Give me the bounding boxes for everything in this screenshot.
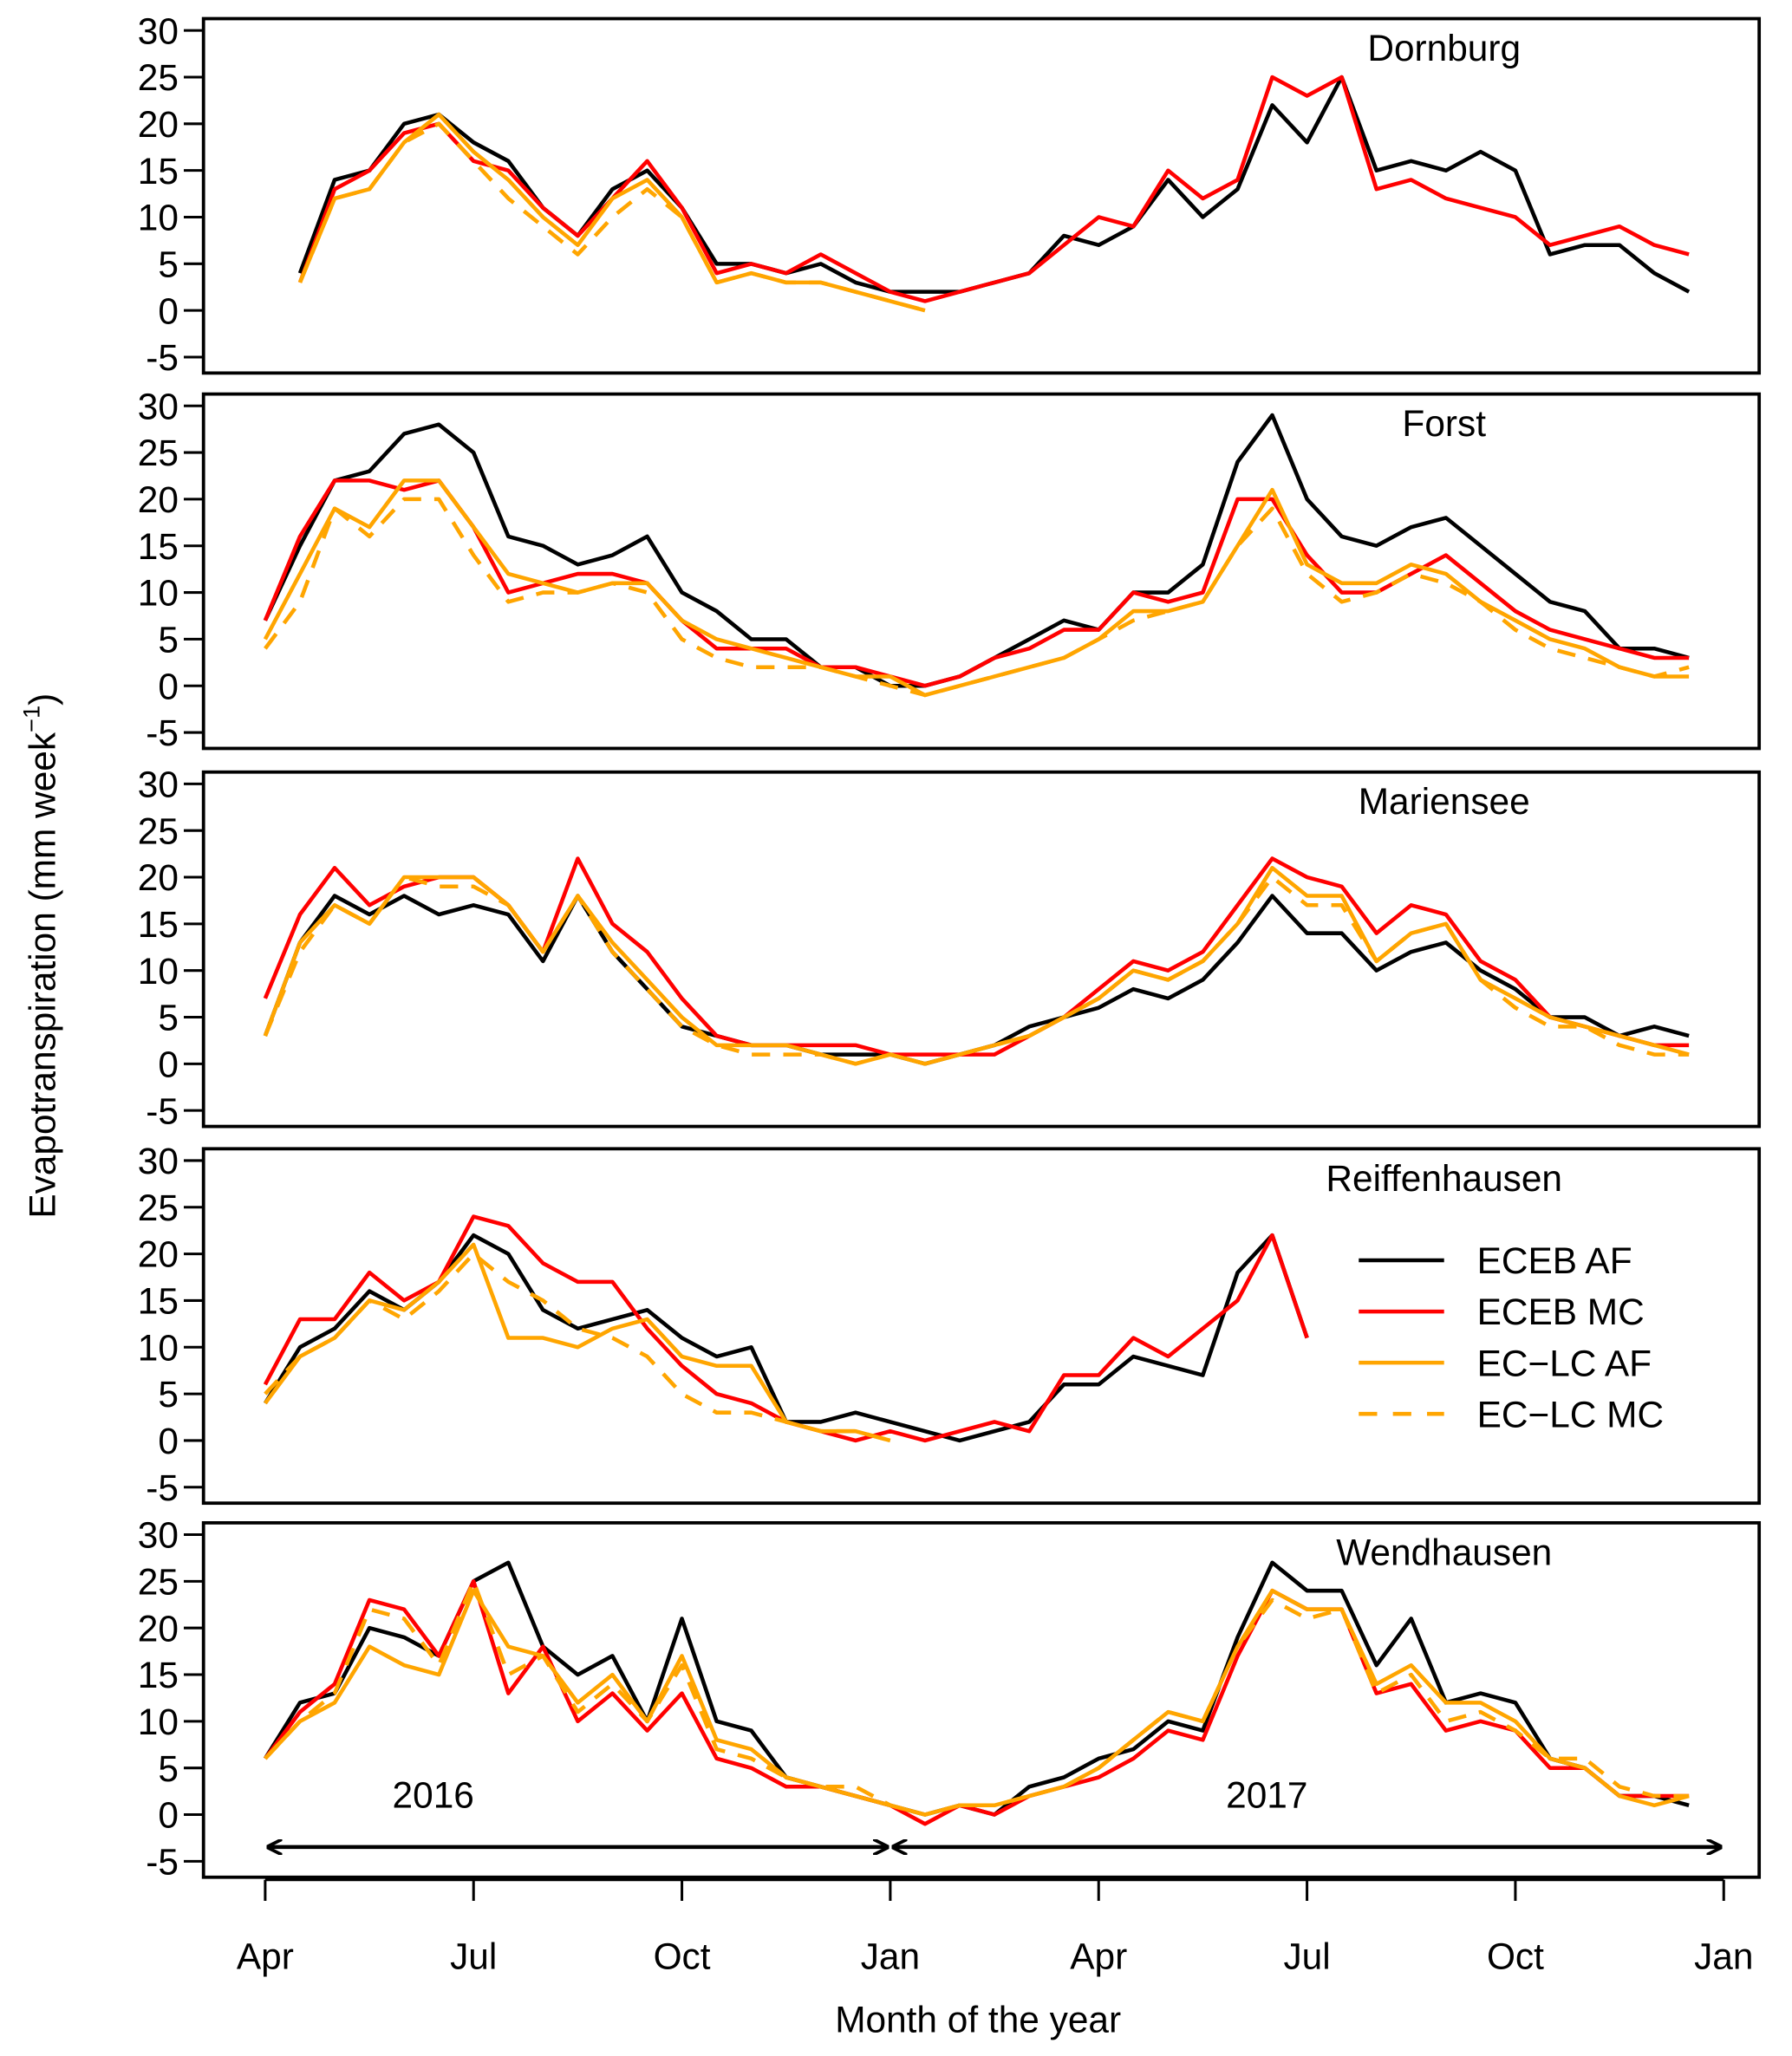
series-line-eceb-mc bbox=[263, 1214, 1309, 1443]
y-tick-label: 10 bbox=[138, 951, 179, 992]
y-tick-label: 25 bbox=[138, 810, 179, 851]
series-line-ec-lc-mc bbox=[264, 497, 1690, 698]
y-tick-label: 30 bbox=[138, 764, 179, 804]
y-tick-label: 20 bbox=[138, 1608, 179, 1649]
y-tick-label: 20 bbox=[138, 479, 179, 520]
legend: ECEB AF ECEB MC EC−LC AF EC−LC MC bbox=[1359, 1240, 1664, 1435]
y-tick-label: 20 bbox=[138, 1234, 179, 1275]
y-tick-label: 0 bbox=[158, 666, 179, 706]
series-line-eceb-af bbox=[297, 75, 1691, 294]
panel-frame bbox=[201, 1147, 1762, 1506]
y-tick-label: 25 bbox=[138, 57, 179, 98]
panel-reiffenhausen: -5 0 5 10 15 20 25 30 Reiffenhausen bbox=[138, 1141, 1762, 1508]
panel-title: Reiffenhausen bbox=[1326, 1158, 1562, 1199]
y-tick-label: 30 bbox=[138, 1515, 179, 1556]
y-tick-label: 30 bbox=[138, 1141, 179, 1181]
panel-mariensee: -5 0 5 10 15 20 25 30 Mariensee bbox=[138, 764, 1762, 1131]
y-tick-label: 0 bbox=[158, 1421, 179, 1461]
panel-title: Mariensee bbox=[1359, 781, 1530, 822]
series-line-ec-lc-af bbox=[263, 478, 1690, 698]
y-tick-label: 20 bbox=[138, 857, 179, 898]
x-tick-label: Oct bbox=[1487, 1936, 1544, 1977]
legend-label: ECEB AF bbox=[1477, 1240, 1632, 1281]
x-tick-label: Jan bbox=[861, 1936, 920, 1977]
y-tick-label: 15 bbox=[138, 151, 179, 192]
y-tick-label: 5 bbox=[158, 1748, 179, 1789]
series-line-eceb-af bbox=[263, 894, 1690, 1066]
y-tick-label: -5 bbox=[146, 337, 179, 378]
y-tick-label: 10 bbox=[138, 1701, 179, 1742]
y-tick-label: 15 bbox=[138, 1655, 179, 1695]
panel-frame bbox=[201, 770, 1762, 1129]
panel-title: Dornburg bbox=[1367, 28, 1521, 68]
panel-dornburg: -5 0 5 10 15 20 25 30 Dornburg bbox=[138, 10, 1762, 378]
series-line-ec-lc-mc bbox=[263, 875, 1690, 1066]
y-tick-label: 0 bbox=[158, 1795, 179, 1836]
y-tick-label: 15 bbox=[138, 904, 179, 945]
x-tick-label: Apr bbox=[1070, 1936, 1127, 1977]
series-line-ec-lc-af bbox=[264, 1242, 891, 1443]
y-axis-label: Evapotranspiration (mm week−1) bbox=[17, 693, 62, 1219]
y-tick-label: 0 bbox=[158, 290, 179, 331]
panel-frame bbox=[201, 16, 1762, 375]
series-line-ec-lc-mc bbox=[264, 1579, 1690, 1817]
y-tick-label: 5 bbox=[158, 244, 179, 284]
x-tick-label: Jul bbox=[450, 1936, 497, 1977]
y-tick-label: 10 bbox=[138, 573, 179, 614]
y-tick-label: -5 bbox=[146, 1090, 179, 1131]
series-line-eceb-mc bbox=[264, 1579, 1690, 1826]
series-line-ec-lc-mc bbox=[264, 1252, 891, 1443]
y-tick-label: 25 bbox=[138, 1561, 179, 1602]
x-axis-label: Month of the year bbox=[835, 1999, 1121, 2040]
y-tick-label: 30 bbox=[138, 386, 179, 426]
y-tick-label: 5 bbox=[158, 998, 179, 1038]
y-tick-label: -5 bbox=[146, 1467, 179, 1508]
year-label: 2017 bbox=[1226, 1774, 1307, 1815]
series-line-eceb-mc bbox=[297, 75, 1690, 303]
y-tick-label: 20 bbox=[138, 104, 179, 145]
y-tick-label: 25 bbox=[138, 1187, 179, 1228]
panel-title: Wendhausen bbox=[1336, 1532, 1552, 1572]
y-tick-label: 5 bbox=[158, 1374, 179, 1415]
y-tick-label: -5 bbox=[146, 1841, 179, 1882]
y-tick-label: 10 bbox=[138, 1327, 179, 1368]
legend-label: EC−LC MC bbox=[1477, 1394, 1665, 1435]
panel-wendhausen: -5 0 5 10 15 20 25 30 Wendhausen bbox=[138, 1515, 1762, 1882]
y-tick-label: 5 bbox=[158, 620, 179, 660]
panel-frame bbox=[201, 392, 1762, 751]
series-line-ec-lc-af bbox=[264, 1588, 1690, 1817]
x-tick-label: Oct bbox=[654, 1936, 711, 1977]
y-tick-label: 10 bbox=[138, 198, 179, 238]
y-tick-label: 15 bbox=[138, 526, 179, 567]
legend-label: ECEB MC bbox=[1477, 1292, 1645, 1332]
panel-frame bbox=[201, 1520, 1762, 1879]
panel-forst: -5 0 5 10 15 20 25 30 Forst bbox=[138, 386, 1762, 753]
y-tick-label: 30 bbox=[138, 10, 179, 51]
y-tick-label: 25 bbox=[138, 433, 179, 473]
y-tick-label: -5 bbox=[146, 712, 179, 753]
year-label: 2016 bbox=[393, 1774, 474, 1815]
series-line-eceb-af bbox=[263, 1233, 1309, 1443]
legend-label: EC−LC AF bbox=[1477, 1343, 1652, 1383]
series-line-eceb-af bbox=[263, 413, 1690, 688]
y-tick-label: 0 bbox=[158, 1044, 179, 1084]
series-line-ec-lc-mc bbox=[297, 121, 926, 313]
y-tick-label: 15 bbox=[138, 1281, 179, 1322]
series-line-eceb-mc bbox=[263, 478, 1690, 688]
x-tick-label: Jul bbox=[1283, 1936, 1330, 1977]
x-tick-label: Apr bbox=[237, 1936, 294, 1977]
panel-title: Forst bbox=[1402, 403, 1486, 444]
x-axis: Apr Jul Oct Jan Apr Jul Oct Jan bbox=[237, 1878, 1753, 1977]
x-tick-label: Jan bbox=[1694, 1936, 1753, 1977]
